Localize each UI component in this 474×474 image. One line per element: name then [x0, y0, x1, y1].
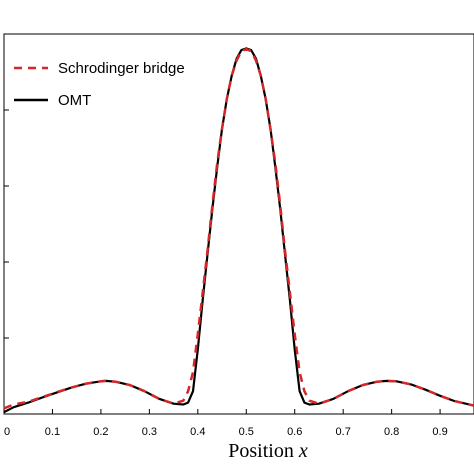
- x-tick-label-6: 0.6: [287, 426, 302, 438]
- x-axis-label: Position x: [228, 440, 308, 462]
- series-line-schrodinger-bridge: [3, 47, 474, 410]
- x-tick-label-2: 0.2: [93, 426, 108, 438]
- x-tick-label-4: 0.4: [190, 426, 205, 438]
- x-tick-label-9: 0.9: [432, 426, 447, 438]
- legend-label-omt: OMT: [58, 92, 91, 109]
- x-tick-label-0: 0: [4, 426, 10, 438]
- series-layer: [3, 47, 474, 414]
- legend-label-schrodinger-bridge: Schrodinger bridge: [58, 60, 185, 77]
- x-axis-ticks: 0 0.1 0.2 0.3 0.4 0.5 0.6 0.7 0.8 0.9: [3, 409, 448, 438]
- x-axis-label-text: Position: [228, 440, 294, 462]
- x-tick-label-3: 0.3: [142, 426, 157, 438]
- plot-frame: [3, 33, 474, 415]
- x-tick-label-5: 0.5: [239, 426, 254, 438]
- x-tick-label-7: 0.7: [336, 426, 351, 438]
- x-tick-label-1: 0.1: [45, 426, 60, 438]
- x-tick-label-8: 0.8: [384, 426, 399, 438]
- legend: Schrodinger bridge OMT: [14, 60, 185, 109]
- y-axis-ticks: [4, 33, 9, 415]
- x-axis-label-variable: x: [298, 440, 308, 462]
